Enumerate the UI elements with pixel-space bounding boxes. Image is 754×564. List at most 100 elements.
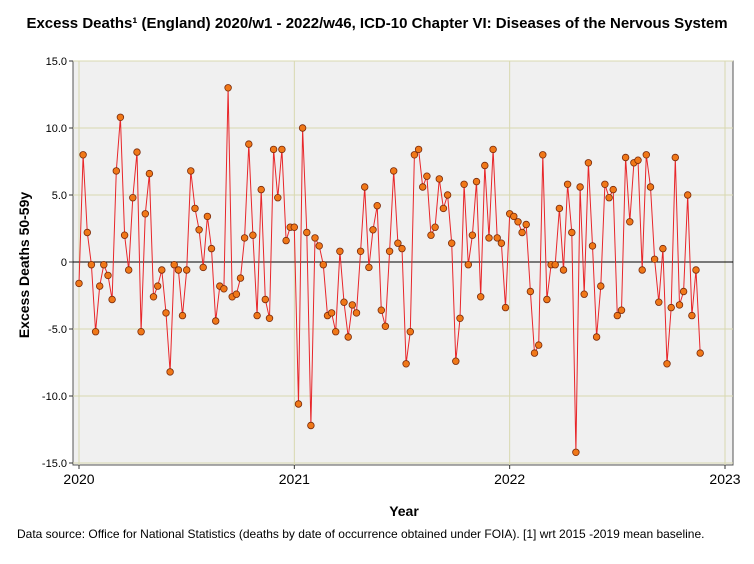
- data-source-footnote: Data source: Office for National Statist…: [17, 527, 705, 541]
- data-point: [261, 295, 269, 304]
- data-point: [675, 301, 684, 309]
- data-point: [112, 167, 120, 175]
- data-point: [468, 231, 477, 239]
- data-point: [568, 228, 576, 237]
- data-point: [91, 328, 100, 336]
- data-point: [406, 328, 414, 336]
- data-point: [601, 180, 609, 188]
- data-point: [166, 368, 174, 376]
- y-tick-label: -5.0: [48, 324, 67, 336]
- data-point: [199, 263, 207, 272]
- data-point: [634, 156, 642, 164]
- data-point: [501, 303, 510, 312]
- data-point: [294, 400, 303, 408]
- data-point: [174, 266, 183, 274]
- data-point: [100, 261, 108, 269]
- data-point: [398, 244, 406, 253]
- data-point: [232, 290, 241, 298]
- y-tick-label: 5.0: [52, 190, 67, 202]
- y-axis-title: Excess Deaths 50-59y: [16, 192, 32, 339]
- x-tick-label: 2021: [279, 471, 310, 487]
- data-point: [344, 333, 352, 341]
- data-point: [340, 298, 348, 306]
- data-point: [356, 247, 365, 255]
- data-point: [592, 333, 601, 341]
- data-point: [646, 183, 655, 191]
- data-point: [671, 153, 679, 162]
- data-point: [642, 151, 650, 159]
- data-point: [580, 290, 588, 298]
- data-point: [394, 239, 402, 247]
- data-point: [414, 145, 423, 154]
- data-point: [477, 293, 485, 301]
- y-tick-label: 0: [61, 257, 67, 269]
- data-point: [621, 153, 630, 162]
- data-point: [137, 328, 145, 336]
- data-point: [518, 228, 526, 237]
- data-point: [319, 261, 327, 269]
- chart-title: Excess Deaths¹ (England) 2020/w1 - 2022/…: [26, 15, 728, 32]
- data-point: [158, 266, 166, 274]
- data-point: [572, 448, 580, 456]
- data-point: [485, 234, 493, 242]
- data-point: [236, 274, 245, 282]
- data-point: [124, 266, 133, 274]
- data-point: [381, 322, 390, 330]
- data-point: [178, 311, 187, 320]
- data-point: [129, 193, 137, 202]
- data-point: [535, 341, 543, 349]
- data-point: [609, 185, 617, 194]
- data-point: [431, 223, 439, 231]
- data-point: [220, 285, 228, 293]
- data-point: [638, 266, 646, 274]
- data-point: [170, 261, 178, 269]
- data-point: [298, 124, 307, 132]
- data-point: [224, 84, 232, 92]
- data-point: [311, 234, 319, 242]
- data-point: [439, 204, 448, 213]
- data-point: [365, 263, 373, 272]
- data-point: [87, 261, 96, 269]
- data-point: [448, 239, 456, 247]
- y-tick-label: 10.0: [46, 123, 67, 135]
- data-point: [245, 140, 253, 148]
- data-point: [385, 247, 394, 255]
- data-point: [108, 295, 116, 304]
- data-point: [307, 421, 315, 430]
- data-point: [75, 279, 83, 288]
- data-point: [667, 303, 675, 312]
- data-point: [402, 360, 410, 368]
- data-point: [543, 295, 551, 304]
- data-point: [526, 287, 535, 296]
- data-point: [563, 180, 572, 188]
- data-point: [419, 183, 427, 191]
- y-tick-label: -15.0: [42, 458, 67, 470]
- data-point: [659, 244, 667, 253]
- data-point: [551, 261, 559, 269]
- data-point: [207, 244, 216, 253]
- data-point: [269, 145, 278, 154]
- y-tick-label: 15.0: [46, 56, 67, 68]
- series-line-group: [75, 84, 704, 456]
- data-point: [679, 287, 688, 296]
- data-point: [373, 201, 381, 210]
- data-point: [539, 151, 547, 159]
- data-point: [83, 228, 91, 237]
- data-point: [514, 218, 522, 226]
- data-point: [377, 306, 385, 314]
- data-point: [361, 183, 369, 191]
- data-point: [195, 226, 203, 234]
- data-point: [452, 357, 460, 365]
- data-point: [684, 191, 692, 199]
- data-point: [162, 309, 170, 317]
- data-point: [257, 185, 265, 194]
- data-point: [576, 183, 584, 191]
- data-point: [472, 177, 481, 186]
- data-point: [530, 349, 539, 357]
- data-point: [410, 151, 419, 159]
- data-point: [303, 228, 311, 237]
- data-point: [456, 314, 464, 322]
- data-point: [559, 266, 568, 274]
- data-point: [692, 266, 700, 274]
